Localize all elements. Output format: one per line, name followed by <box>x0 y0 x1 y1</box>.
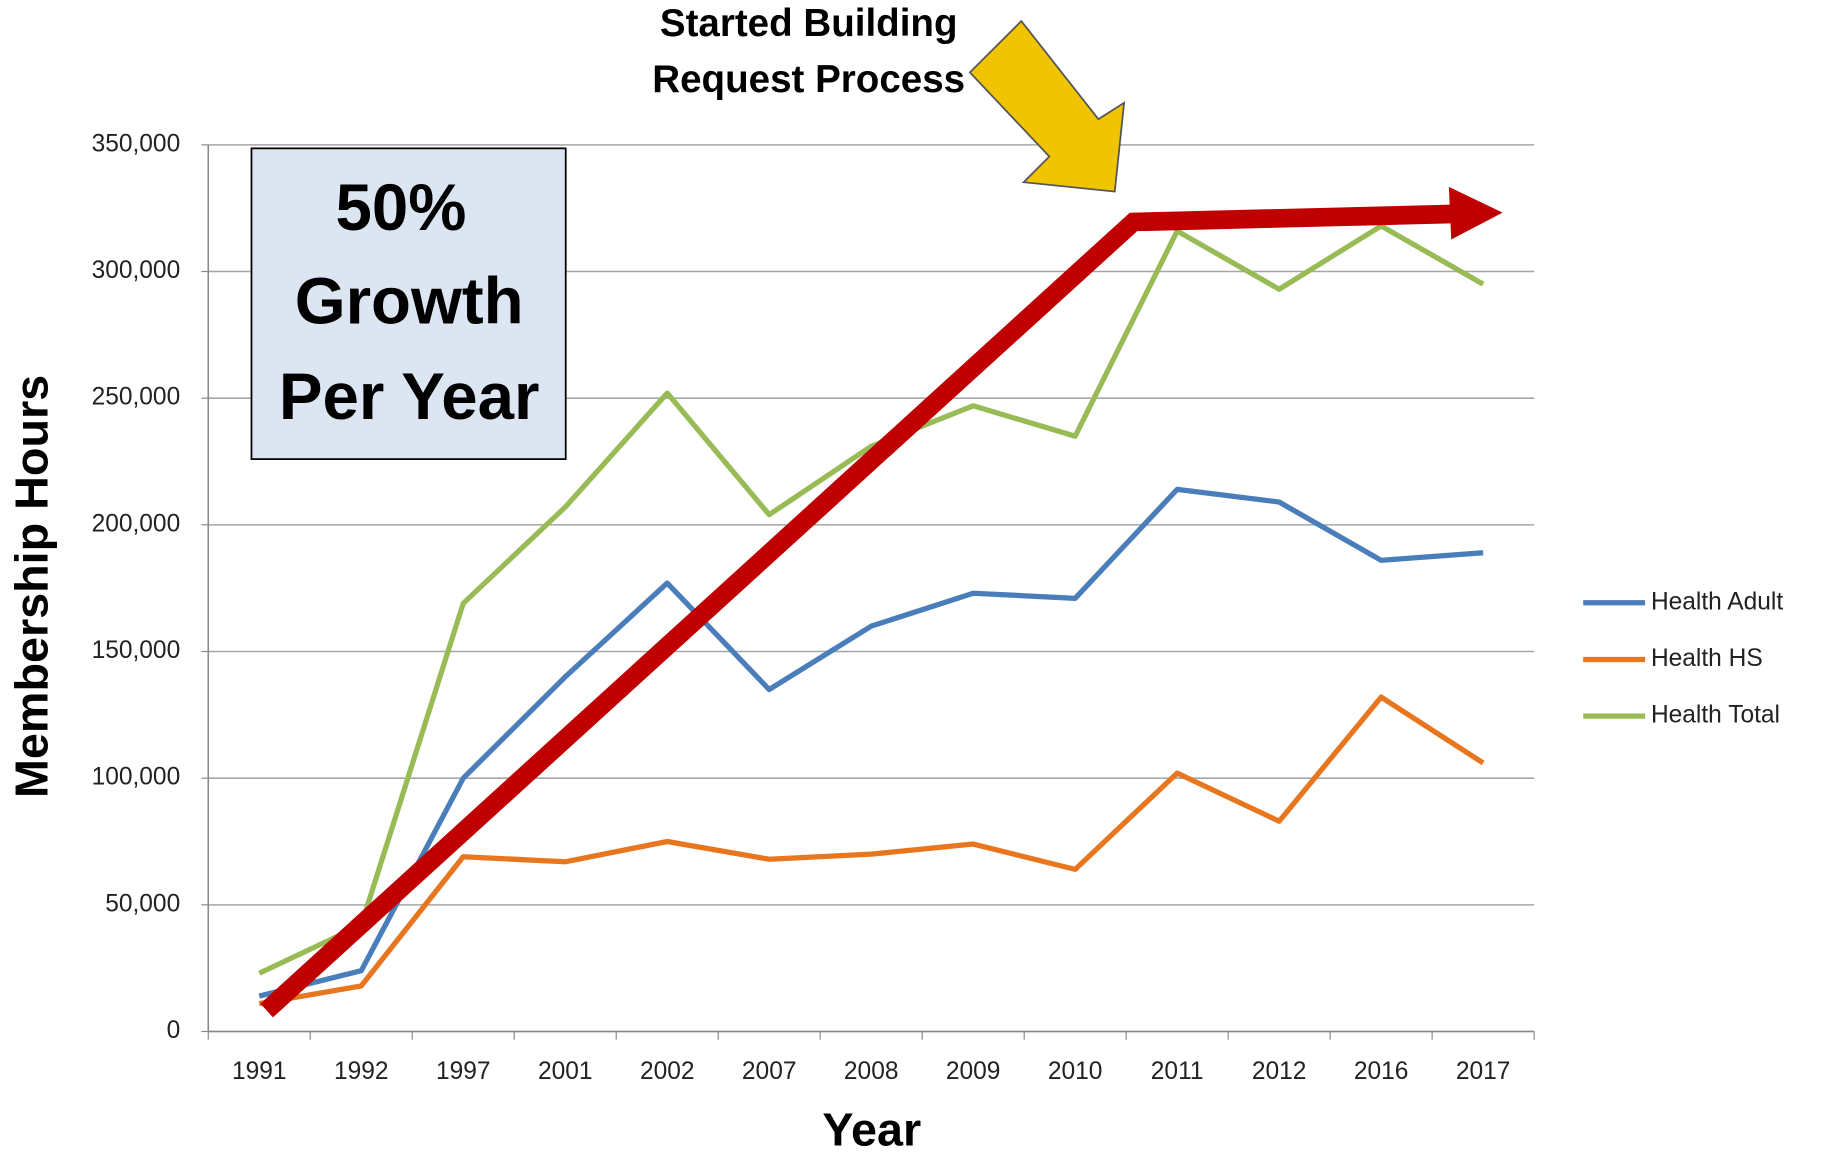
y-tick-label: 350,000 <box>92 130 181 157</box>
y-axis-title: Membership Hours <box>6 375 58 798</box>
trend-arrow <box>260 204 1461 1018</box>
y-tick-label: 250,000 <box>92 384 181 411</box>
x-tick-label: 2001 <box>538 1058 593 1085</box>
x-tick-label: 2007 <box>742 1058 797 1085</box>
note-text: Request Process <box>652 58 965 101</box>
legend-label: Health Adult <box>1651 588 1783 615</box>
x-tick-label: 2016 <box>1354 1058 1409 1085</box>
x-tick-label: 1992 <box>334 1058 389 1085</box>
x-tick-label: 1991 <box>232 1058 287 1085</box>
series-line <box>258 486 1484 999</box>
growth-box <box>250 147 567 460</box>
growth-text: Per Year <box>279 360 540 433</box>
growth-text: 50% <box>336 171 467 244</box>
y-tick-label: 300,000 <box>92 257 181 284</box>
x-tick-label: 2008 <box>844 1058 899 1085</box>
trend-arrow-head <box>1448 186 1503 240</box>
series-line <box>258 223 1485 976</box>
x-tick-label: 2010 <box>1048 1058 1103 1085</box>
x-tick-label: 2002 <box>640 1058 695 1085</box>
series-line <box>258 694 1485 1007</box>
y-tick-label: 50,000 <box>105 890 180 917</box>
x-tick-label: 2017 <box>1456 1058 1511 1085</box>
y-tick-label: 0 <box>167 1017 181 1044</box>
lines <box>258 223 1485 1007</box>
x-tick-label: 2012 <box>1252 1058 1307 1085</box>
note-text: Started Building <box>660 2 958 45</box>
x-tick-label: 1997 <box>436 1058 491 1085</box>
x-tick-label: 2009 <box>946 1058 1001 1085</box>
legend-label: Health HS <box>1651 645 1763 672</box>
growth-text: Growth <box>295 264 524 337</box>
x-axis-title: Year <box>822 1103 921 1153</box>
callout-arrow <box>968 19 1126 193</box>
y-tick-label: 150,000 <box>92 637 181 664</box>
legend-label: Health Total <box>1651 702 1780 729</box>
x-tick-label: 2011 <box>1151 1058 1204 1085</box>
y-tick-label: 200,000 <box>92 510 181 537</box>
y-tick-label: 100,000 <box>92 764 181 791</box>
